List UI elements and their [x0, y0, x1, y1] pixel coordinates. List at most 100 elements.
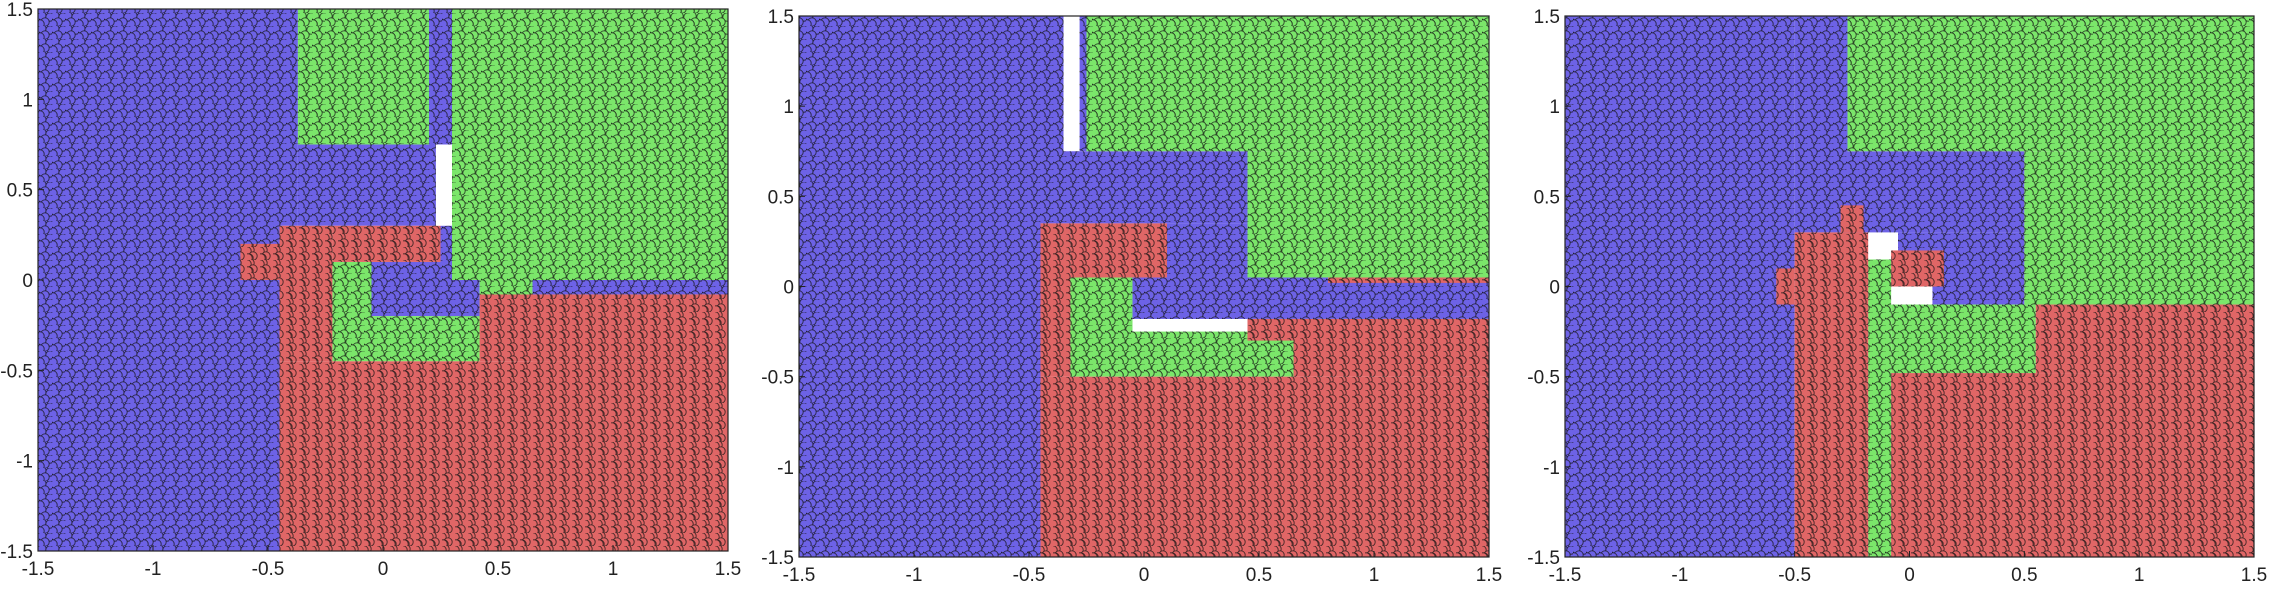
- region-blue: [1132, 277, 1489, 319]
- y-tick-label: -1: [16, 452, 33, 473]
- x-tick-label: -1.5: [22, 559, 55, 580]
- region-red: [1776, 268, 1795, 305]
- region-blue: [1063, 151, 1259, 224]
- region-green: [371, 316, 480, 362]
- x-tick-label: 1.5: [715, 559, 741, 580]
- region-blue: [38, 9, 280, 551]
- region-red: [1247, 318, 1294, 341]
- region-blue: [429, 9, 452, 145]
- region-red: [332, 225, 441, 262]
- y-tick-label: 0: [783, 278, 794, 299]
- series-blue: [1565, 16, 2052, 557]
- region-green: [1070, 277, 1133, 377]
- region-green: [452, 9, 728, 280]
- y-tick-label: 0.5: [7, 181, 33, 202]
- plot-area: [799, 16, 1489, 557]
- series-red: [240, 225, 728, 551]
- region-blue: [1040, 16, 1064, 224]
- y-tick-label: -0.5: [761, 368, 794, 389]
- region-blue: [297, 144, 436, 226]
- region-red: [1891, 373, 2254, 557]
- panel-3: -1.5 -1 -0.5 0 0.5 1 1.5 -1.5 -1 -0.5 0 0.5 1 1.5: [1527, 7, 2267, 586]
- region-blue: [371, 261, 452, 317]
- series-blue: [799, 16, 1489, 557]
- region-red: [240, 243, 280, 280]
- y-tick-label: -0.5: [0, 361, 33, 382]
- series-red: [1776, 205, 2254, 557]
- region-blue: [1932, 232, 2025, 305]
- x-tick-label: 0.5: [1246, 565, 1272, 586]
- y-tick-label: 1.5: [768, 7, 794, 28]
- region-green: [1247, 151, 1489, 278]
- ticks: -1.5 -1 -0.5 0 0.5 1 1.5 -1.5 -1 -0.5 0 0.5 1 1.5: [0, 0, 741, 580]
- x-tick-label: -1.5: [1549, 565, 1582, 586]
- plot-area: [1565, 16, 2254, 557]
- ticks: -1.5 -1 -0.5 0 0.5 1 1.5 -1.5 -1 -0.5 0 0.5 1 1.5: [1527, 7, 2267, 586]
- y-tick-label: -1.5: [0, 542, 33, 563]
- x-tick-label: -1.5: [783, 565, 816, 586]
- y-tick-label: -0.5: [1527, 368, 1560, 389]
- x-tick-label: -1: [145, 559, 162, 580]
- plot-area: [38, 9, 728, 551]
- region-blue: [1794, 16, 1848, 233]
- x-tick-label: 1: [2134, 565, 2145, 586]
- x-tick-label: 0: [1139, 565, 1150, 586]
- x-tick-label: 0: [378, 559, 389, 580]
- x-tick-label: 1.5: [2241, 565, 2267, 586]
- y-tick-label: 1: [783, 97, 794, 118]
- y-tick-label: 0.5: [1534, 187, 1560, 208]
- y-tick-label: 0.5: [768, 187, 794, 208]
- y-tick-label: 1.5: [1534, 7, 1560, 28]
- region-red: [1040, 376, 1489, 557]
- y-tick-label: 0: [22, 271, 33, 292]
- region-red: [1070, 223, 1167, 278]
- region-red: [279, 361, 728, 551]
- y-tick-label: -1.5: [761, 548, 794, 569]
- x-tick-label: 0.5: [485, 559, 511, 580]
- panel-2: -1.5 -1 -0.5 0 0.5 1 1.5 -1.5 -1 -0.5 0 0.5 1 1.5: [761, 7, 1502, 586]
- region-blue: [279, 9, 298, 226]
- region-blue: [1565, 16, 1795, 557]
- region-red: [1328, 277, 1489, 283]
- x-tick-label: -1: [1671, 565, 1688, 586]
- y-tick-label: 1.5: [7, 0, 33, 21]
- x-tick-label: 1.5: [1476, 565, 1502, 586]
- region-blue: [799, 16, 1041, 557]
- region-green: [2024, 151, 2254, 305]
- region-green: [1847, 16, 2254, 152]
- series-green: [1847, 16, 2254, 557]
- y-tick-label: 1: [1549, 97, 1560, 118]
- region-green: [297, 9, 429, 145]
- region-red: [1891, 250, 1944, 287]
- x-tick-label: -0.5: [1013, 565, 1046, 586]
- y-tick-label: -1.5: [1527, 548, 1560, 569]
- x-tick-label: 1: [1369, 565, 1380, 586]
- region-red: [279, 225, 333, 362]
- series-green: [1070, 16, 1489, 377]
- region-red: [1840, 205, 1864, 233]
- region-blue: [532, 280, 728, 295]
- region-red: [1293, 318, 1489, 377]
- x-tick-label: -0.5: [252, 559, 285, 580]
- panel-1: -1.5 -1 -0.5 0 0.5 1 1.5 -1.5 -1 -0.5 0 0.5 1 1.5: [0, 0, 741, 580]
- region-blue: [1167, 223, 1248, 278]
- region-green: [332, 261, 372, 362]
- y-tick-label: -1: [1543, 458, 1560, 479]
- series-green: [297, 9, 728, 362]
- region-red: [1794, 232, 1869, 557]
- series-red: [1040, 223, 1489, 557]
- region-green: [1868, 259, 1892, 557]
- region-green: [1086, 16, 1489, 152]
- region-blue: [1079, 16, 1087, 152]
- x-tick-label: 0.5: [2011, 565, 2037, 586]
- x-tick-label: -1: [906, 565, 923, 586]
- x-tick-label: 0: [1904, 565, 1915, 586]
- region-red: [2035, 304, 2254, 374]
- region-red: [1040, 223, 1071, 377]
- x-tick-label: 1: [608, 559, 619, 580]
- region-blue: [1847, 151, 2025, 233]
- region-green: [1891, 304, 2036, 374]
- x-tick-label: -0.5: [1778, 565, 1811, 586]
- y-tick-label: 1: [22, 90, 33, 111]
